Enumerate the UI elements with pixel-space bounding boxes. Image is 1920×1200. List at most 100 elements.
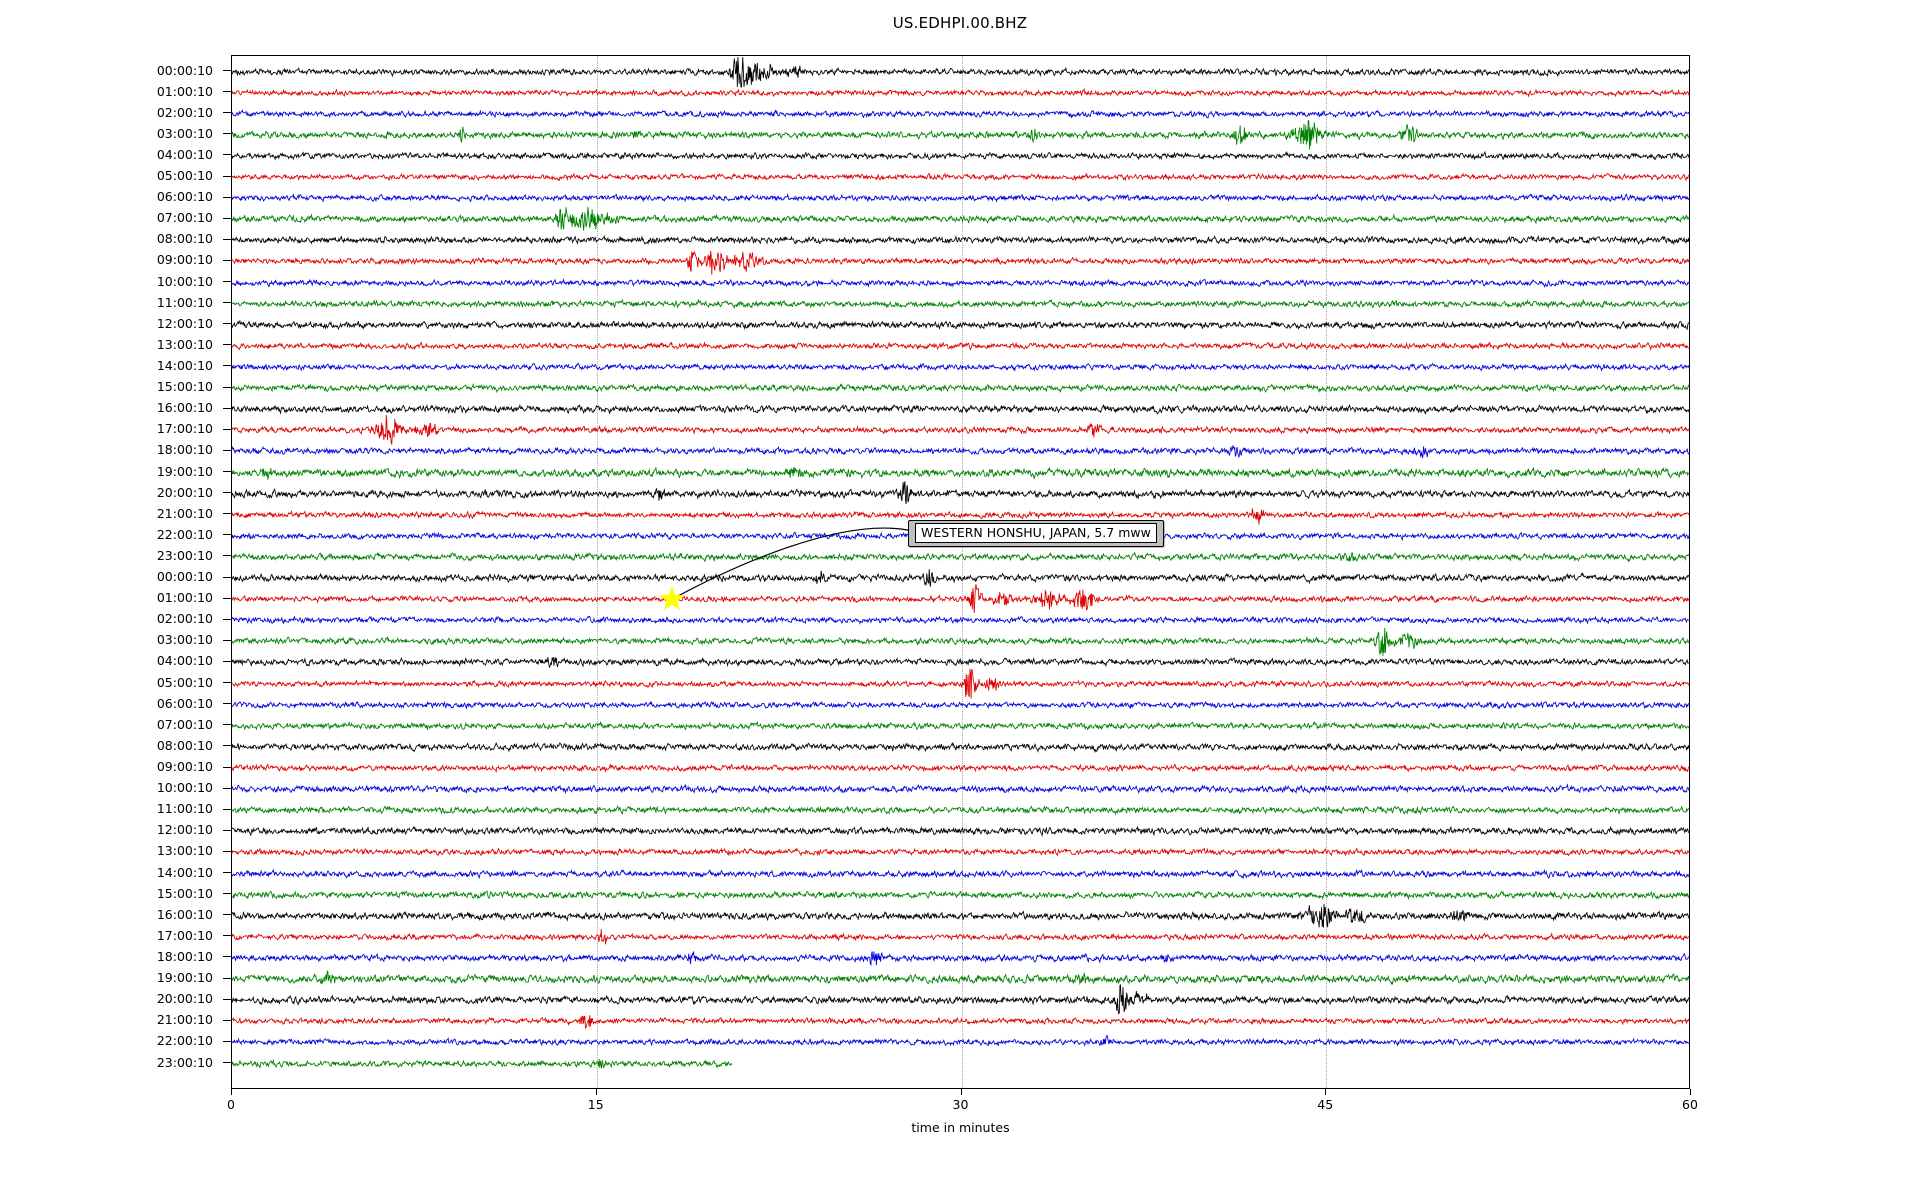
y-tick-mark	[223, 1062, 231, 1063]
y-tick-mark	[223, 555, 231, 557]
y-tick-label: 14:00:10	[156, 864, 213, 880]
y-tick-mark	[223, 1040, 231, 1042]
y-tick-mark	[223, 829, 231, 831]
y-tick-label: 13:00:10	[156, 843, 213, 859]
y-tick-label: 16:00:10	[156, 906, 213, 922]
y-tick-label: 19:00:10	[156, 970, 213, 986]
y-tick-mark	[223, 238, 231, 240]
y-tick-label: 00:00:10	[156, 569, 213, 585]
y-tick-label: 04:00:10	[156, 653, 213, 669]
y-tick-label: 20:00:10	[156, 484, 213, 500]
y-tick-mark	[223, 893, 231, 895]
y-tick-label: 14:00:10	[156, 357, 213, 373]
y-tick-label: 07:00:10	[156, 210, 213, 226]
x-tick-label: 30	[952, 1097, 969, 1112]
leader-path	[671, 527, 913, 600]
y-tick-mark	[223, 998, 231, 1000]
y-tick-mark	[223, 618, 231, 620]
y-tick-label: 08:00:10	[156, 737, 213, 753]
y-tick-label: 02:00:10	[156, 104, 213, 120]
x-tick-mark	[595, 1089, 597, 1095]
y-tick-label: 21:00:10	[156, 505, 213, 521]
annotation-leader-line	[671, 527, 913, 600]
x-tick-label: 0	[227, 1097, 235, 1112]
overlay-layer: WESTERN HONSHU, JAPAN, 5.7 mww	[232, 56, 1689, 1088]
y-tick-mark	[223, 196, 231, 198]
y-tick-label: 09:00:10	[156, 759, 213, 774]
event-annotation[interactable]: WESTERN HONSHU, JAPAN, 5.7 mww	[908, 520, 1164, 547]
y-tick-mark	[223, 407, 231, 409]
y-tick-mark	[223, 513, 231, 515]
y-tick-mark	[223, 977, 231, 979]
x-axis-title: time in minutes	[911, 1120, 1010, 1135]
y-tick-mark	[223, 808, 231, 810]
y-tick-label: 09:00:10	[156, 252, 213, 268]
y-tick-mark	[223, 745, 231, 747]
y-tick-mark	[223, 724, 231, 726]
y-tick-label: 17:00:10	[156, 421, 213, 437]
y-tick-label: 12:00:10	[156, 822, 213, 838]
y-tick-label: 05:00:10	[156, 168, 213, 184]
y-tick-mark	[223, 281, 231, 283]
y-tick-label: 18:00:10	[156, 948, 213, 964]
y-tick-label: 01:00:10	[156, 590, 213, 606]
y-tick-mark	[223, 935, 231, 937]
y-tick-mark	[223, 386, 231, 388]
y-tick-mark	[223, 576, 231, 578]
y-tick-mark	[223, 365, 231, 367]
x-tick-label: 60	[1682, 1097, 1698, 1112]
y-tick-mark	[223, 302, 231, 304]
y-tick-label: 12:00:10	[156, 315, 213, 331]
y-tick-mark	[223, 133, 231, 135]
y-tick-mark	[223, 1019, 231, 1021]
y-tick-mark	[223, 534, 231, 536]
y-tick-label: 08:00:10	[156, 231, 213, 247]
y-tick-label: 10:00:10	[156, 273, 213, 289]
y-tick-label: 03:00:10	[156, 125, 213, 141]
y-tick-mark	[223, 914, 231, 916]
x-tick-mark	[1690, 1089, 1691, 1095]
y-axis: 00:00:10 01:00:10 02:00:10 03:00:10 04:00:10…	[0, 55, 231, 1089]
y-tick-mark	[223, 956, 231, 958]
y-tick-mark	[223, 259, 231, 261]
y-tick-label: 17:00:10	[156, 927, 213, 943]
y-tick-mark	[223, 787, 231, 789]
x-tick-label: 15	[587, 1097, 604, 1112]
y-tick-mark	[223, 112, 231, 114]
y-tick-label: 04:00:10	[156, 146, 213, 162]
page-title: US.EDHPI.00.BHZ	[892, 14, 1028, 32]
y-tick-label: 22:00:10	[156, 526, 213, 542]
y-tick-mark	[223, 660, 231, 662]
y-tick-mark	[223, 344, 231, 346]
y-tick-mark	[223, 850, 231, 852]
y-tick-mark	[223, 217, 231, 219]
y-tick-label: 16:00:10	[156, 400, 213, 416]
y-tick-label: 06:00:10	[156, 189, 213, 205]
x-tick-mark	[1325, 1089, 1327, 1095]
y-tick-label: 18:00:10	[156, 442, 213, 458]
y-tick-mark	[223, 154, 231, 156]
y-tick-mark	[223, 766, 231, 768]
y-tick-label: 23:00:10	[156, 1054, 213, 1070]
y-tick-label: 06:00:10	[156, 695, 213, 711]
y-tick-label: 02:00:10	[156, 611, 213, 627]
y-tick-mark	[223, 492, 231, 494]
y-tick-mark	[223, 597, 231, 599]
y-tick-label: 15:00:10	[156, 379, 213, 395]
event-annotation-label: WESTERN HONSHU, JAPAN, 5.7 mww	[915, 523, 1157, 543]
y-tick-mark	[223, 428, 231, 430]
y-tick-mark	[223, 91, 231, 93]
y-tick-label: 10:00:10	[156, 780, 213, 796]
y-tick-mark	[223, 70, 231, 71]
y-tick-label: 11:00:10	[156, 801, 213, 817]
y-tick-label: 03:00:10	[156, 632, 213, 648]
y-tick-label: 00:00:10	[156, 62, 213, 78]
y-tick-mark	[223, 471, 231, 473]
y-tick-label: 13:00:10	[156, 336, 213, 352]
x-tick-label: 45	[1317, 1097, 1334, 1112]
y-tick-label: 22:00:10	[156, 1033, 213, 1049]
x-tick-mark	[960, 1089, 962, 1095]
y-tick-label: 05:00:10	[156, 674, 213, 690]
y-tick-mark	[223, 323, 231, 325]
